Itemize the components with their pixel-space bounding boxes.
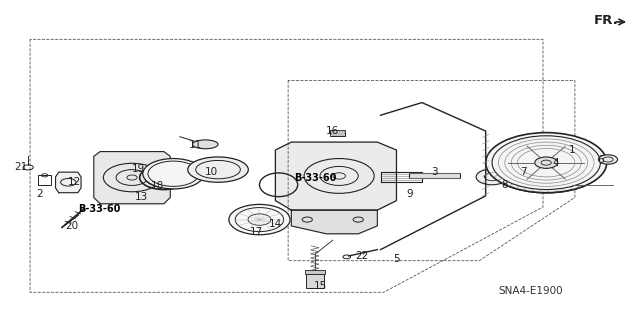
- Bar: [330, 130, 346, 136]
- Bar: [305, 271, 325, 274]
- Circle shape: [143, 159, 204, 189]
- Bar: [306, 274, 324, 287]
- Text: SNA4-E1900: SNA4-E1900: [498, 286, 563, 296]
- Ellipse shape: [188, 157, 248, 182]
- Text: FR.: FR.: [594, 14, 619, 27]
- Circle shape: [598, 155, 618, 164]
- Text: 12: 12: [68, 177, 81, 187]
- Text: 1: 1: [568, 145, 575, 155]
- Text: 3: 3: [431, 167, 438, 177]
- Bar: [38, 175, 51, 185]
- Text: 7: 7: [520, 167, 527, 177]
- Text: B-33-60: B-33-60: [78, 204, 120, 213]
- Text: 22: 22: [355, 251, 368, 261]
- Polygon shape: [56, 172, 81, 193]
- Text: 20: 20: [65, 221, 78, 231]
- Text: 14: 14: [269, 219, 282, 229]
- Text: 18: 18: [151, 182, 164, 191]
- Text: 15: 15: [314, 281, 326, 291]
- Text: B-33-60: B-33-60: [294, 174, 337, 183]
- Text: 9: 9: [406, 189, 413, 199]
- Circle shape: [476, 169, 508, 185]
- Polygon shape: [94, 152, 170, 204]
- Text: 8: 8: [502, 180, 508, 190]
- Circle shape: [486, 133, 607, 193]
- Polygon shape: [291, 210, 378, 234]
- Text: 17: 17: [250, 227, 263, 237]
- Circle shape: [535, 157, 557, 168]
- Text: 19: 19: [132, 164, 145, 174]
- Ellipse shape: [193, 140, 218, 149]
- Text: 5: 5: [393, 254, 400, 264]
- Text: 6: 6: [597, 154, 604, 165]
- Text: 2: 2: [36, 189, 43, 199]
- Text: 10: 10: [205, 167, 218, 177]
- Text: 21: 21: [14, 162, 27, 172]
- Text: 16: 16: [326, 126, 339, 136]
- Polygon shape: [275, 142, 396, 210]
- Bar: [409, 173, 460, 178]
- Text: 11: 11: [189, 140, 202, 150]
- Text: 13: 13: [135, 192, 148, 203]
- Text: 4: 4: [552, 158, 559, 168]
- Circle shape: [229, 204, 290, 235]
